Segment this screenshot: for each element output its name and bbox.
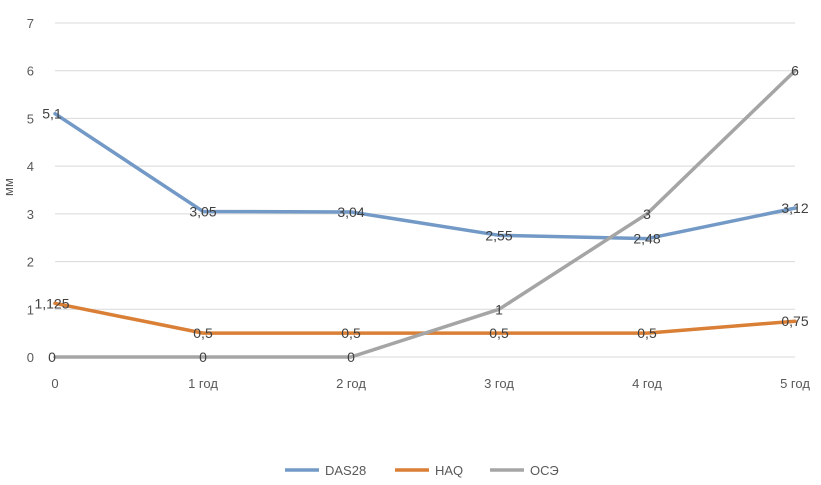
data-label: 0 bbox=[347, 349, 355, 365]
data-label: 3,04 bbox=[337, 204, 364, 220]
data-label: 2,55 bbox=[485, 227, 512, 243]
gridlines bbox=[55, 22, 795, 358]
legend-label: DAS28 bbox=[325, 463, 366, 478]
legend-label: HAQ bbox=[435, 463, 463, 478]
data-label: 0 bbox=[48, 349, 56, 365]
data-label: 5,1 bbox=[42, 106, 62, 122]
y-tick-label: 6 bbox=[27, 64, 34, 79]
data-label: 0,5 bbox=[637, 325, 657, 341]
x-tick-label: 1 год bbox=[188, 376, 218, 391]
data-label: 0,5 bbox=[489, 325, 509, 341]
y-axis-label: мм bbox=[1, 178, 16, 196]
y-tick-label: 2 bbox=[27, 255, 34, 270]
data-label: 0 bbox=[199, 349, 207, 365]
data-label: 1 bbox=[495, 301, 503, 317]
series-line-das28 bbox=[53, 111, 797, 241]
series-line-haq bbox=[53, 301, 797, 335]
data-label: 1,125 bbox=[34, 295, 69, 311]
x-tick-label: 0 bbox=[51, 376, 58, 391]
x-tick-label: 2 год bbox=[336, 376, 366, 391]
y-tick-label: 0 bbox=[27, 350, 34, 365]
legend: DAS28 HAQ ОСЭ bbox=[285, 463, 559, 478]
x-tick-label: 4 год bbox=[632, 376, 662, 391]
data-label: 6 bbox=[791, 63, 799, 79]
legend-label: ОСЭ bbox=[530, 463, 559, 478]
data-label: 3,12 bbox=[781, 200, 808, 216]
x-tick-label: 3 год bbox=[484, 376, 514, 391]
data-label: 0,75 bbox=[781, 313, 808, 329]
data-label: 3,05 bbox=[189, 203, 216, 219]
x-axis-ticks: 0 1 год 2 год 3 год 4 год 5 год bbox=[51, 376, 810, 391]
y-tick-label: 4 bbox=[27, 159, 34, 174]
series-lines bbox=[53, 68, 797, 359]
data-label: 0,5 bbox=[193, 325, 213, 341]
y-tick-label: 3 bbox=[27, 207, 34, 222]
y-tick-label: 1 bbox=[27, 302, 34, 317]
data-label: 0,5 bbox=[341, 325, 361, 341]
x-tick-label: 5 год bbox=[780, 376, 810, 391]
y-tick-label: 5 bbox=[27, 111, 34, 126]
y-axis-ticks: 0 1 2 3 4 5 6 7 bbox=[27, 16, 34, 365]
y-tick-label: 7 bbox=[27, 16, 34, 31]
data-labels: 5,1 3,05 3,04 2,55 2,48 3,12 1,125 0,5 0,5 0,5 0,5… bbox=[34, 63, 808, 365]
data-label: 3 bbox=[643, 206, 651, 222]
data-label: 2,48 bbox=[633, 231, 660, 247]
series-line-осэ bbox=[53, 68, 797, 359]
